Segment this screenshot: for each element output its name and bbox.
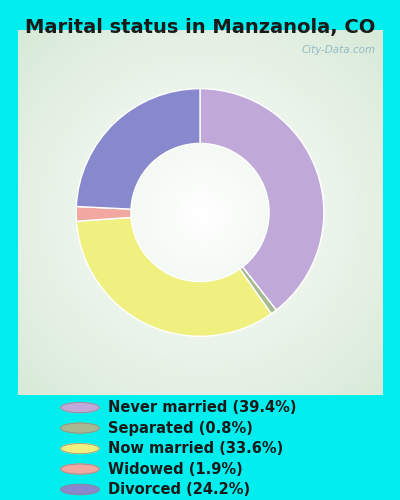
Wedge shape — [200, 88, 324, 310]
Wedge shape — [76, 88, 200, 209]
Text: Now married (33.6%): Now married (33.6%) — [108, 441, 283, 456]
Wedge shape — [240, 267, 276, 314]
Wedge shape — [76, 206, 131, 222]
Circle shape — [61, 484, 99, 494]
Circle shape — [61, 464, 99, 474]
Text: Never married (39.4%): Never married (39.4%) — [108, 400, 296, 415]
Text: Widowed (1.9%): Widowed (1.9%) — [108, 462, 243, 476]
Text: City-Data.com: City-Data.com — [301, 44, 375, 54]
Circle shape — [61, 423, 99, 433]
Circle shape — [61, 402, 99, 412]
Wedge shape — [76, 218, 271, 336]
Text: Marital status in Manzanola, CO: Marital status in Manzanola, CO — [25, 18, 375, 36]
Text: Separated (0.8%): Separated (0.8%) — [108, 420, 253, 436]
Text: Divorced (24.2%): Divorced (24.2%) — [108, 482, 250, 497]
Circle shape — [61, 444, 99, 454]
